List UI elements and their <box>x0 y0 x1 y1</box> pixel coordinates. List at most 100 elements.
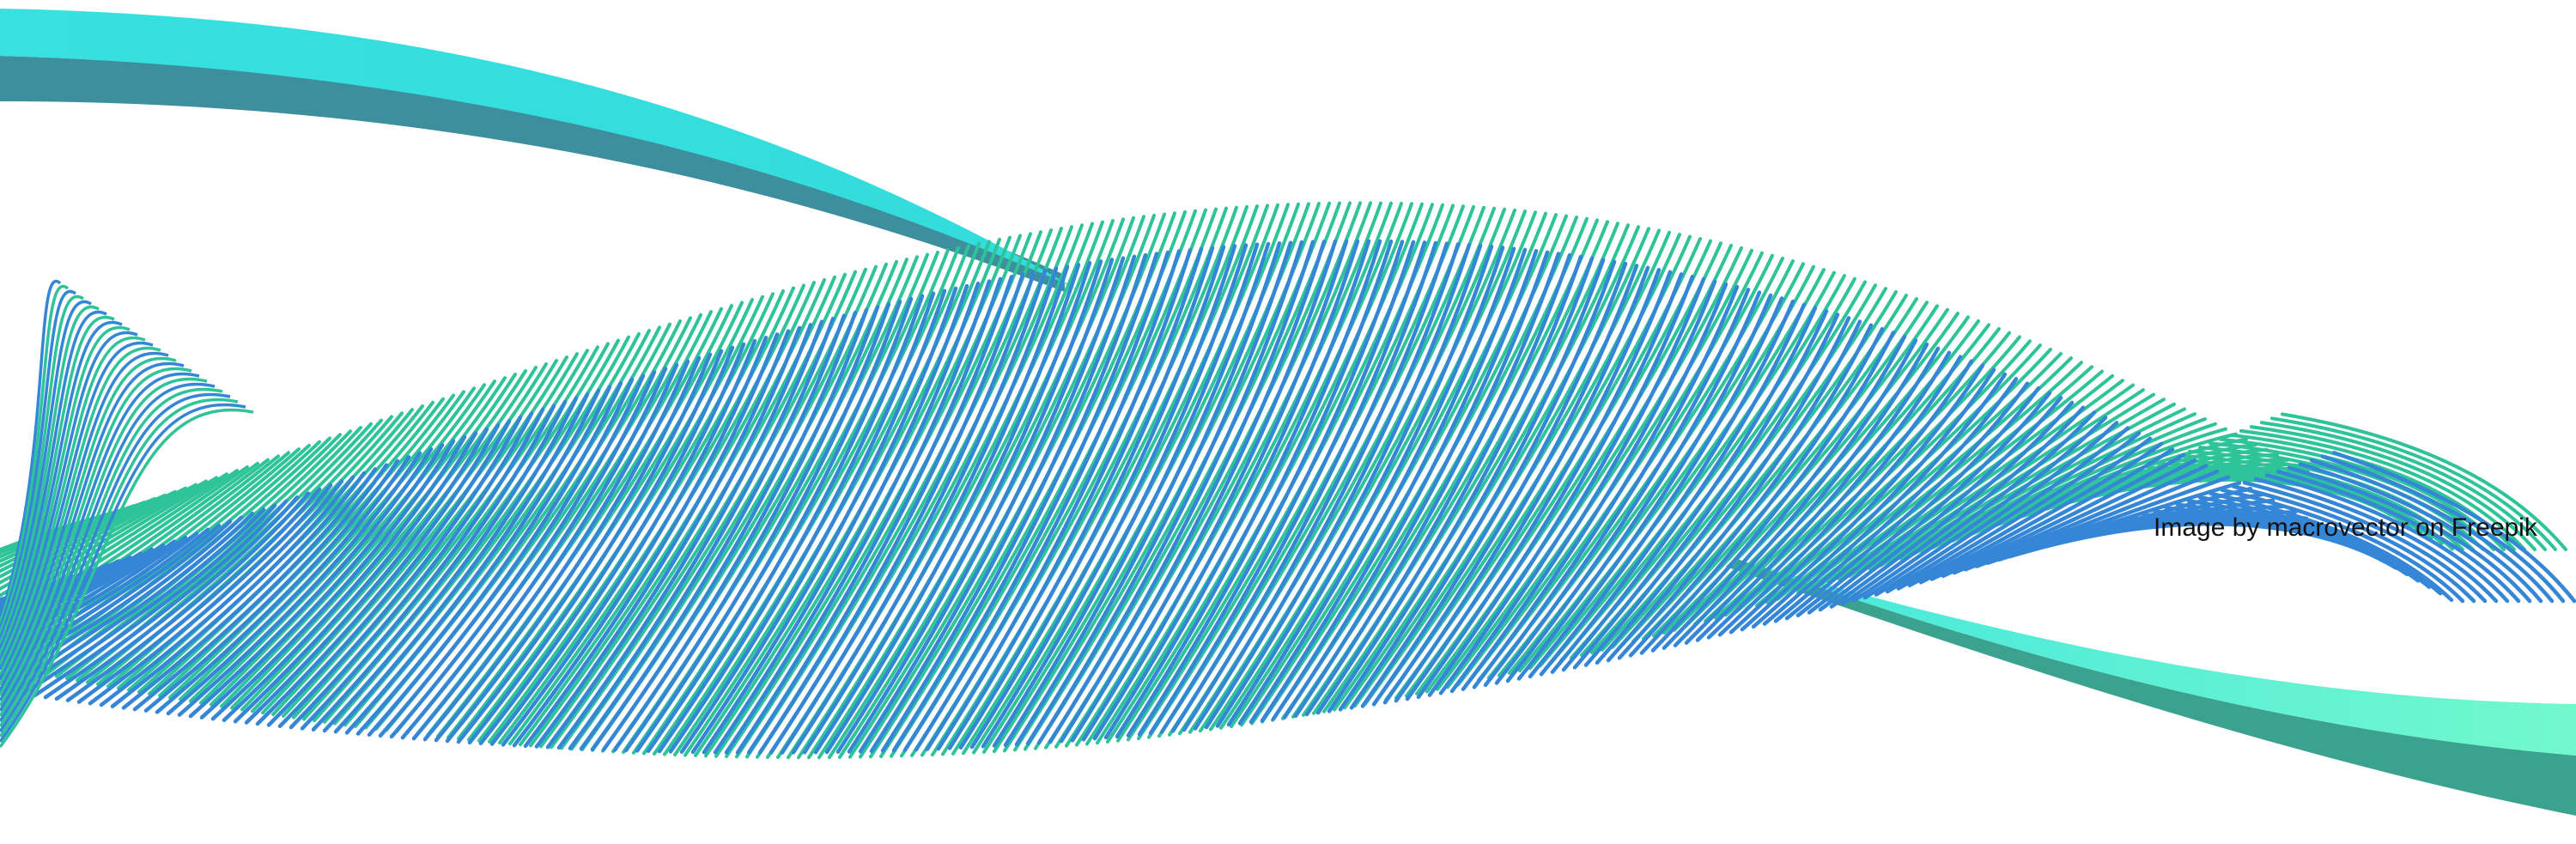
wave-line <box>545 329 791 750</box>
wave-line <box>1059 240 1304 744</box>
wave-line <box>1416 267 1662 700</box>
wave-line <box>1003 243 1249 748</box>
wave-line <box>2231 484 2476 604</box>
wave-line <box>1226 242 1472 727</box>
wave-line <box>724 283 969 755</box>
wave-line <box>344 392 590 735</box>
wave-line <box>0 479 208 604</box>
curl-line <box>0 408 254 749</box>
wave-line <box>1148 239 1394 736</box>
wave-line <box>1773 377 2019 623</box>
wave-line <box>266 419 512 727</box>
wave-line <box>1360 258 1606 708</box>
wave-line <box>1048 240 1293 744</box>
wave-line <box>1706 350 1952 640</box>
wave-line <box>838 217 1125 759</box>
wave-line <box>230 373 517 710</box>
wave-line <box>1838 379 2124 581</box>
wave-line <box>1963 464 2208 572</box>
wave-line <box>1494 284 1740 685</box>
wave-line <box>389 377 635 739</box>
wave-line <box>188 446 434 719</box>
wave-line <box>1364 227 1650 706</box>
wave-line <box>1085 201 1372 746</box>
wave-line <box>590 316 835 751</box>
wave-line <box>958 246 1204 750</box>
wave-line <box>2287 465 2532 604</box>
wave-line <box>1204 241 1449 730</box>
wave-line <box>757 276 1003 755</box>
wave-line <box>1704 323 1990 623</box>
wave-line <box>445 359 690 744</box>
wave-line <box>1461 276 1706 691</box>
curl-line <box>0 331 138 671</box>
wave-line <box>255 422 501 726</box>
wave-line <box>1182 240 1427 732</box>
wave-line <box>1137 239 1382 737</box>
bottom-ribbon <box>1726 558 2576 816</box>
wave-line <box>199 383 486 705</box>
curl-line <box>0 382 216 722</box>
wave-line <box>1762 372 2008 626</box>
wave-line <box>534 332 780 749</box>
top-ribbon <box>0 9 1082 292</box>
wave-line <box>1230 208 1516 729</box>
wave-line <box>1740 363 1985 632</box>
curl-line <box>0 279 62 619</box>
curl-line <box>0 392 231 733</box>
wave-line <box>1126 239 1371 738</box>
wave-line <box>1170 240 1416 733</box>
wave-line <box>177 451 422 717</box>
curl-line <box>0 361 185 701</box>
wave-line <box>1896 431 2142 591</box>
curl-line <box>0 305 100 645</box>
wave-line <box>858 259 1103 754</box>
wave-line <box>702 288 947 755</box>
wave-line <box>1918 441 2164 585</box>
wave-line <box>34 440 321 674</box>
wave-line <box>1333 222 1619 712</box>
wave-line <box>1036 241 1282 745</box>
wave-line <box>400 373 646 740</box>
curl-line <box>0 310 107 650</box>
wave-line <box>2220 488 2465 604</box>
wave-line <box>1929 447 2175 581</box>
wave-line <box>2281 412 2567 551</box>
wave-line <box>579 319 824 751</box>
curl-line <box>0 289 77 629</box>
wave-line <box>300 407 545 731</box>
curl-line <box>0 372 200 712</box>
wave-line <box>54 495 300 701</box>
wave-line <box>1315 252 1561 715</box>
wave-line <box>601 313 847 752</box>
wave-line <box>824 264 1070 755</box>
wave-line <box>1249 244 1494 724</box>
wave-line <box>972 204 1259 755</box>
wave-line <box>2331 451 2576 604</box>
wave-line <box>1467 248 1753 684</box>
wave-line <box>1219 207 1506 730</box>
wave-line <box>251 366 538 713</box>
wave-line <box>848 216 1135 759</box>
wave-line <box>556 325 802 750</box>
wave-line <box>2275 469 2521 604</box>
wave-line <box>925 250 1170 751</box>
curl-line <box>0 367 192 707</box>
wave-line <box>746 279 992 755</box>
wave-line <box>1106 201 1393 744</box>
wave-line <box>1343 223 1630 710</box>
wave-line <box>467 298 754 742</box>
wave-line <box>2260 421 2547 551</box>
wave-line <box>1081 240 1327 742</box>
wave-line <box>179 390 465 701</box>
wave-line <box>456 355 702 744</box>
wave-line <box>168 393 455 700</box>
wave-line <box>110 475 355 708</box>
wave-line <box>646 302 891 754</box>
wave-line <box>1662 334 1907 650</box>
wave-line <box>847 261 1092 754</box>
wave-line <box>1795 386 2041 617</box>
wave-line <box>962 204 1249 756</box>
wave-line <box>1807 391 2052 615</box>
wave-line <box>88 483 333 706</box>
